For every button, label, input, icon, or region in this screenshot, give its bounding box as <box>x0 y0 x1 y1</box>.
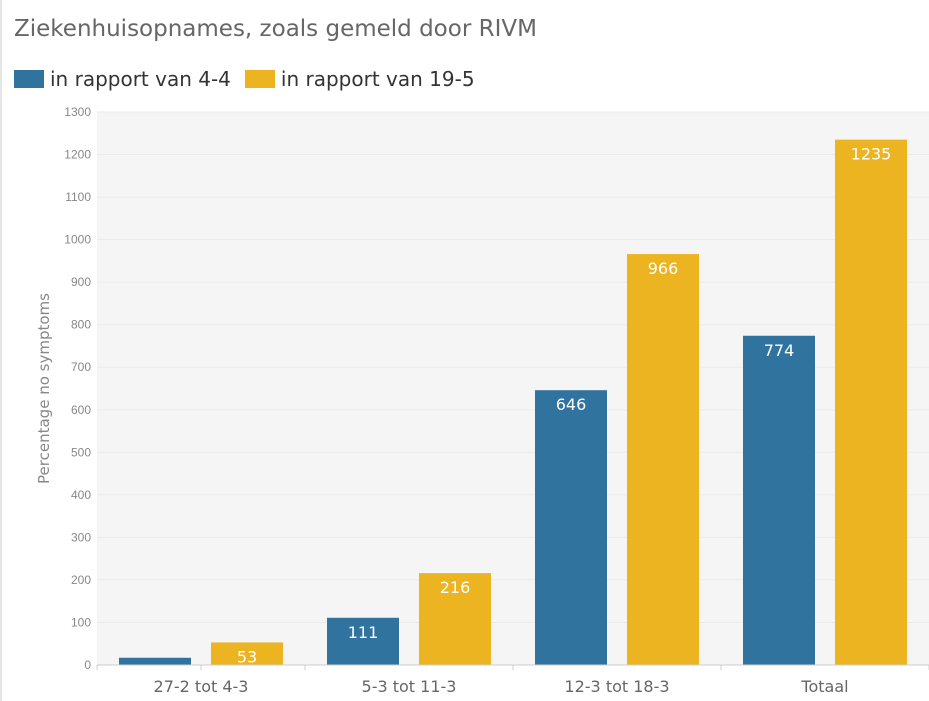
y-tick-label: 700 <box>71 360 91 374</box>
y-tick-label: 1300 <box>64 105 91 119</box>
y-tick-label: 500 <box>71 445 91 459</box>
legend-swatch <box>14 70 44 88</box>
y-tick-label: 200 <box>71 573 91 587</box>
bar-19-5 <box>211 642 283 665</box>
data-label: 774 <box>764 341 795 360</box>
bar-19-5 <box>419 573 491 665</box>
data-label: 966 <box>648 259 679 278</box>
bar-4-4 <box>327 617 399 665</box>
y-tick-label: 300 <box>71 530 91 544</box>
bar-4-4 <box>535 390 607 665</box>
legend-item-19-5[interactable]: in rapport van 19-5 <box>244 67 475 91</box>
data-label: 1235 <box>851 145 892 164</box>
bar-4-4 <box>119 657 191 665</box>
data-label: 111 <box>348 623 379 642</box>
bar-4-4 <box>743 335 815 665</box>
y-axis-label: Percentage no symptoms <box>35 293 53 484</box>
left-border <box>0 0 2 701</box>
legend-item-4-4[interactable]: in rapport van 4-4 <box>14 67 231 91</box>
legend-label: in rapport van 19-5 <box>280 67 475 91</box>
y-tick-label: 1100 <box>65 190 91 204</box>
bar-19-5 <box>835 139 907 665</box>
x-tick-label: 27-2 tot 4-3 <box>154 677 249 696</box>
legend-swatch <box>244 70 275 88</box>
y-tick-label: 800 <box>71 318 91 332</box>
y-tick-label: 400 <box>71 488 91 502</box>
y-tick-label: 0 <box>84 658 91 672</box>
x-tick-label: 5-3 tot 11-3 <box>362 677 457 696</box>
data-label: 53 <box>237 647 257 666</box>
y-tick-label: 1000 <box>64 233 91 247</box>
data-label: 17 <box>145 663 165 682</box>
y-tick-label: 600 <box>71 403 91 417</box>
bar-19-5 <box>627 254 699 665</box>
data-label: 646 <box>556 395 587 414</box>
y-tick-label: 900 <box>71 275 91 289</box>
x-tick-label: Totaal <box>800 677 848 696</box>
y-tick-label: 1200 <box>64 148 91 162</box>
data-label: 216 <box>440 578 471 597</box>
y-tick-label: 100 <box>71 615 91 629</box>
x-tick-label: 12-3 tot 18-3 <box>564 677 669 696</box>
chart-title: Ziekenhuisopnames, zoals gemeld door RIV… <box>14 16 537 42</box>
legend-label: in rapport van 4-4 <box>50 67 231 91</box>
legend: in rapport van 4-4 in rapport van 19-5 <box>14 67 475 91</box>
